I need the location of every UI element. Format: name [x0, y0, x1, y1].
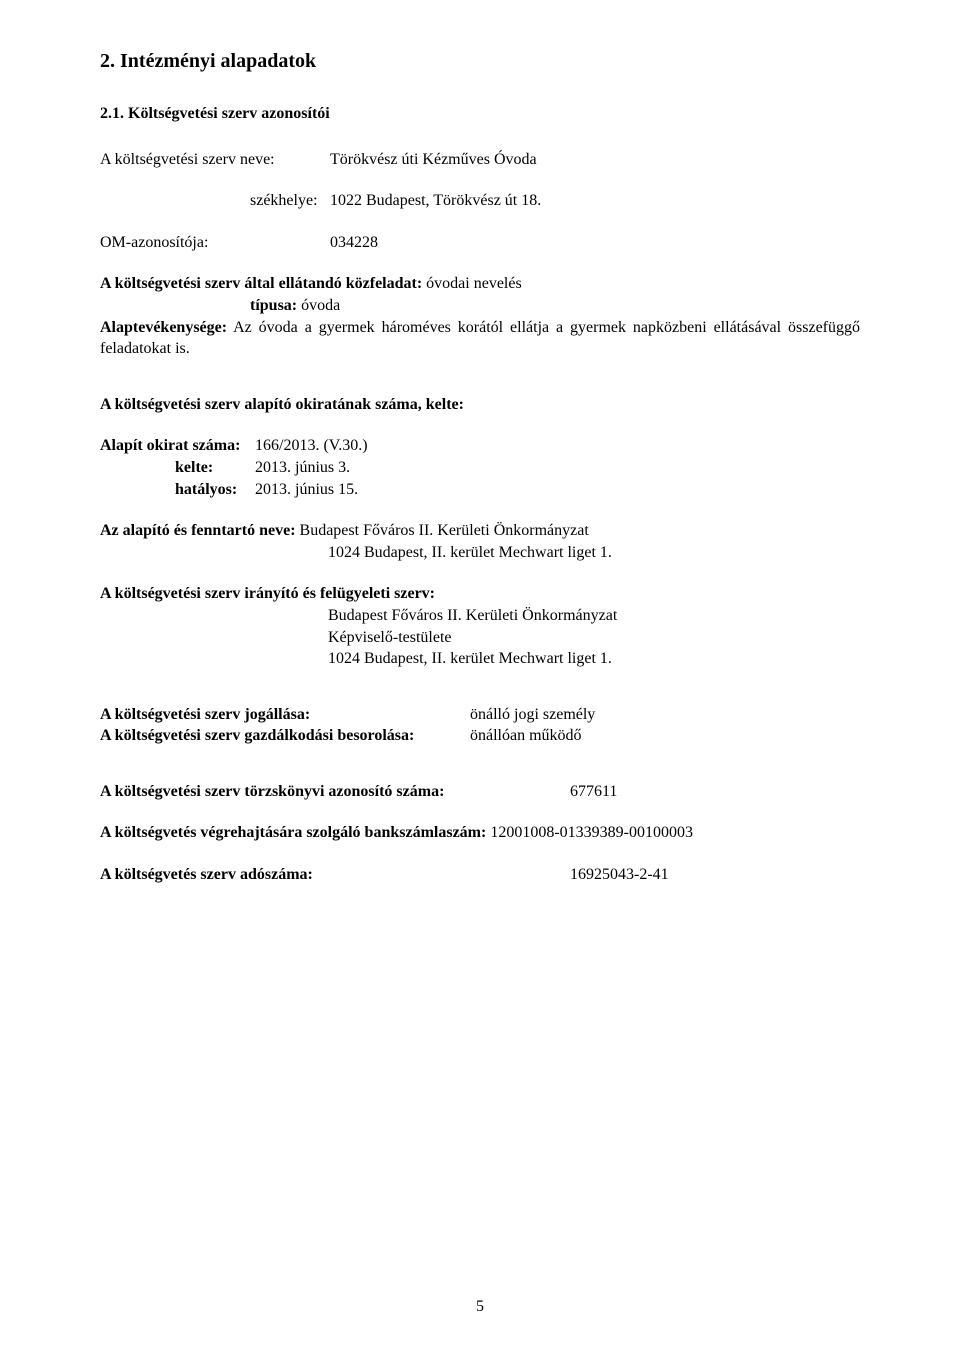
- supervising-line2: Képviselő-testülete: [100, 627, 860, 649]
- founding-effective-label: hatályos:: [175, 479, 255, 501]
- om-id-value: 034228: [330, 232, 860, 254]
- mgmt-class-value: önállóan működő: [470, 725, 582, 747]
- core-activity-line: Alaptevékenysége: Az óvoda a gyermek hár…: [100, 317, 860, 360]
- founder-value1: Budapest Főváros II. Kerületi Önkormányz…: [296, 522, 589, 539]
- bank-value: 12001008-01339389-00100003: [486, 824, 693, 841]
- founding-date-label: kelte:: [175, 457, 255, 479]
- om-id-label: OM-azonosítója:: [100, 232, 330, 254]
- org-name-label: A költségvetési szerv neve:: [100, 149, 330, 171]
- supervising-line1: Budapest Főváros II. Kerületi Önkormányz…: [100, 605, 860, 627]
- core-activity-label: Alaptevékenysége:: [100, 319, 227, 336]
- tax-row: A költségvetés szerv adószáma: 16925043-…: [100, 864, 860, 886]
- org-name-row: A költségvetési szerv neve: Törökvész út…: [100, 149, 860, 171]
- founder-line2: 1024 Budapest, II. kerület Mechwart lige…: [100, 542, 860, 564]
- supervising-line3: 1024 Budapest, II. kerület Mechwart lige…: [100, 648, 860, 670]
- type-value: óvoda: [297, 297, 340, 314]
- headquarters-label: székhelye:: [100, 190, 330, 212]
- om-id-row: OM-azonosítója: 034228: [100, 232, 860, 254]
- section-heading: 2. Intézményi alapadatok: [100, 48, 860, 75]
- founding-date-value: 2013. június 3.: [255, 459, 350, 476]
- headquarters-row: székhelye: 1022 Budapest, Törökvész út 1…: [100, 190, 860, 212]
- subsection-heading: 2.1. Költségvetési szerv azonosítói: [100, 103, 860, 125]
- founder-line1: Az alapító és fenntartó neve: Budapest F…: [100, 520, 860, 542]
- mgmt-class-row: A költségvetési szerv gazdálkodási besor…: [100, 725, 860, 747]
- tax-value: 16925043-2-41: [570, 864, 669, 886]
- registry-value: 677611: [570, 781, 617, 803]
- founding-effective-value: 2013. június 15.: [255, 481, 358, 498]
- type-line: típusa: óvoda: [100, 295, 860, 317]
- public-duty-line: A költségvetési szerv által ellátandó kö…: [100, 273, 860, 295]
- mgmt-class-label: A költségvetési szerv gazdálkodási besor…: [100, 725, 470, 747]
- founder-label: Az alapító és fenntartó neve:: [100, 522, 296, 539]
- founding-date-row: kelte:2013. június 3.: [100, 457, 860, 479]
- page-number: 5: [0, 1296, 960, 1318]
- public-duty-value: óvodai nevelés: [422, 275, 522, 292]
- org-name-value: Törökvész úti Kézműves Óvoda: [330, 149, 860, 171]
- registry-row: A költségvetési szerv törzskönyvi azonos…: [100, 781, 860, 803]
- legal-status-value: önálló jogi személy: [470, 704, 595, 726]
- public-duty-label: A költségvetési szerv által ellátandó kö…: [100, 275, 422, 292]
- founding-number-label: Alapít okirat száma:: [100, 435, 255, 457]
- founding-effective-row: hatályos:2013. június 15.: [100, 479, 860, 501]
- bank-label: A költségvetés végrehajtására szolgáló b…: [100, 824, 486, 841]
- registry-label: A költségvetési szerv törzskönyvi azonos…: [100, 781, 570, 803]
- type-label: típusa:: [250, 297, 297, 314]
- founding-doc-heading: A költségvetési szerv alapító okiratának…: [100, 394, 860, 416]
- legal-status-row: A költségvetési szerv jogállása: önálló …: [100, 704, 860, 726]
- tax-label: A költségvetés szerv adószáma:: [100, 864, 570, 886]
- founding-number-value: 166/2013. (V.30.): [255, 437, 368, 454]
- headquarters-value: 1022 Budapest, Törökvész út 18.: [330, 190, 860, 212]
- supervising-label: A költségvetési szerv irányító és felügy…: [100, 583, 860, 605]
- legal-status-label: A költségvetési szerv jogállása:: [100, 704, 470, 726]
- founding-number-row: Alapít okirat száma:166/2013. (V.30.): [100, 435, 860, 457]
- bank-row: A költségvetés végrehajtására szolgáló b…: [100, 822, 860, 844]
